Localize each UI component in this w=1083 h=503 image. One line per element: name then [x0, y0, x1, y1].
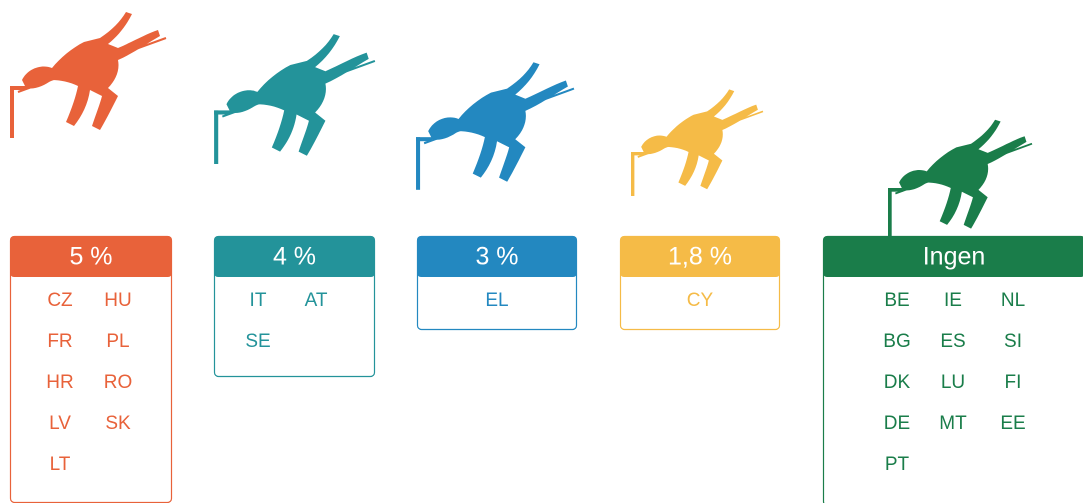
athlete-icon — [415, 61, 575, 190]
country-code: CZ — [47, 290, 73, 311]
group-label: 4 % — [273, 243, 316, 271]
group-label: 1,8 % — [668, 243, 732, 271]
country-code: IE — [944, 290, 962, 311]
group-header — [214, 236, 375, 277]
country-code: ES — [940, 331, 965, 352]
country-code: SI — [1004, 331, 1022, 352]
group-header — [417, 236, 577, 277]
country-code: MT — [939, 413, 967, 434]
country-code: BE — [884, 290, 909, 311]
country-code: SK — [105, 413, 131, 434]
country-code: LV — [49, 413, 71, 434]
group-header — [10, 236, 172, 277]
group-label: 5 % — [69, 243, 112, 271]
group-header — [620, 236, 780, 277]
country-code: DK — [884, 372, 911, 393]
country-code: SE — [245, 331, 270, 352]
country-code: AT — [305, 290, 328, 311]
country-code: EL — [485, 290, 508, 311]
country-code: FR — [47, 331, 72, 352]
athlete-icon — [9, 11, 167, 138]
country-code: EE — [1000, 413, 1025, 434]
country-code: CY — [687, 290, 714, 311]
group-label: Ingen — [923, 243, 986, 271]
country-code: HR — [46, 372, 73, 393]
group-header — [823, 236, 1083, 277]
athlete-icon — [630, 88, 764, 196]
country-code: PT — [885, 454, 910, 475]
country-code: DE — [884, 413, 910, 434]
country-code: PL — [106, 331, 129, 352]
country-code: IT — [250, 290, 267, 311]
country-code: LU — [941, 372, 965, 393]
country-code: LT — [50, 454, 71, 475]
athlete-icon — [213, 33, 376, 164]
athlete-icon — [887, 118, 1033, 236]
group-label: 3 % — [475, 243, 518, 271]
country-code: NL — [1001, 290, 1025, 311]
country-code: FI — [1005, 372, 1022, 393]
country-code: BG — [883, 331, 910, 352]
country-code: HU — [104, 290, 131, 311]
country-code: RO — [104, 372, 133, 393]
